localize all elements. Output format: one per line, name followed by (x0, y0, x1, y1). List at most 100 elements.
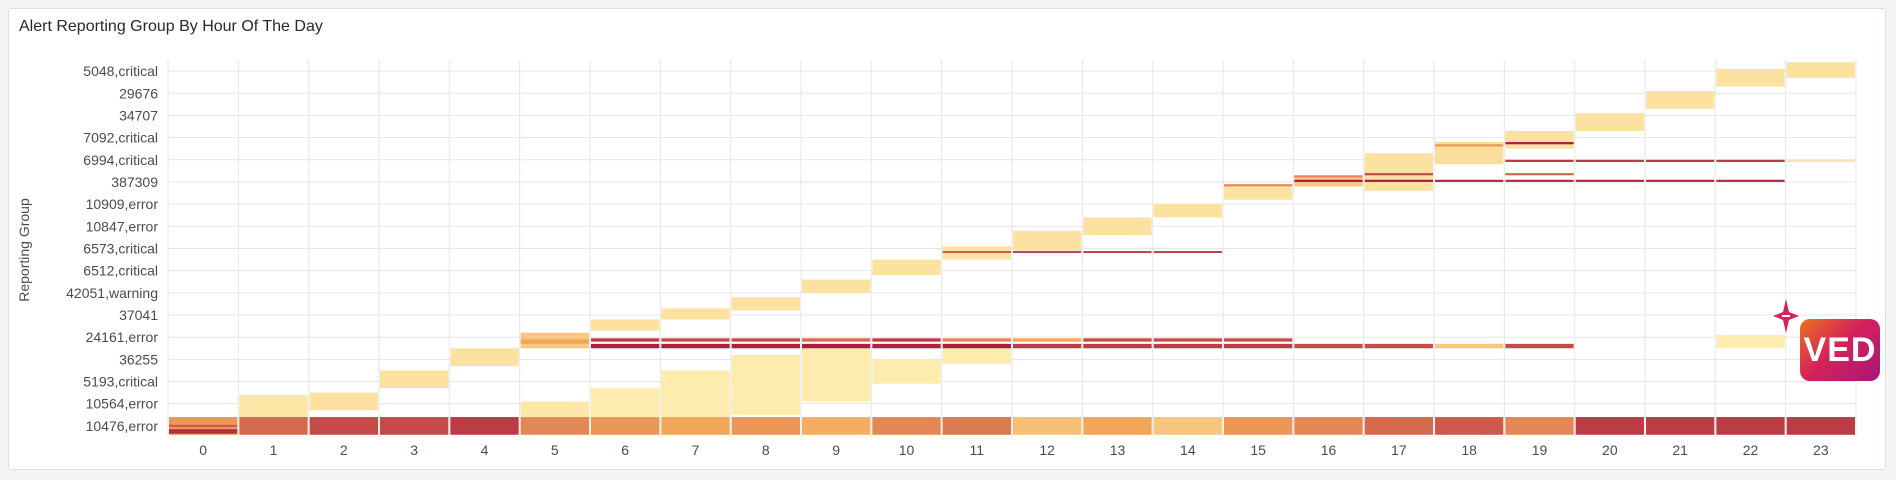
panel-title: Alert Reporting Group By Hour Of The Day (19, 18, 323, 35)
heatmap-cell (802, 343, 871, 349)
x-tick-label: 16 (1321, 442, 1337, 458)
heatmap-cell (1716, 159, 1785, 163)
heatmap-cell (1716, 417, 1785, 435)
heatmap-cell (1224, 343, 1293, 349)
heatmap-cell (872, 359, 941, 384)
heatmap-cell (661, 338, 730, 342)
heatmap-cell (731, 338, 800, 342)
heatmap-cell (942, 417, 1011, 435)
heatmap-cell (1575, 179, 1644, 182)
heatmap-cell (1224, 417, 1293, 435)
x-tick-label: 5 (551, 442, 559, 458)
x-tick-label: 23 (1813, 442, 1829, 458)
heatmap-cell (1435, 343, 1504, 349)
y-tick-label: 37041 (119, 307, 158, 323)
y-tick-label: 10847,error (86, 218, 159, 234)
grid (167, 60, 1857, 437)
heatmap-cells (169, 62, 1855, 435)
heatmap-cell (1153, 251, 1222, 253)
heatmap-cell (169, 429, 238, 434)
heatmap-cell (802, 417, 871, 435)
y-axis-label: Reporting Group (16, 198, 32, 302)
heatmap-cell (1505, 130, 1574, 149)
heatmap-cell (380, 370, 449, 389)
heatmap-cell (1013, 343, 1082, 349)
x-tick-label: 21 (1672, 442, 1688, 458)
x-tick-label: 9 (832, 442, 840, 458)
x-tick-label: 19 (1532, 442, 1548, 458)
heatmap-cell (942, 251, 1011, 253)
heatmap-cell (1153, 338, 1222, 342)
heatmap-cell (661, 417, 730, 435)
heatmap-cell (1364, 179, 1433, 182)
heatmap-cell (1013, 251, 1082, 253)
heatmap-cell (1786, 62, 1855, 78)
heatmap-cell (309, 392, 378, 411)
y-tick-label: 6573,critical (83, 241, 158, 257)
x-tick-label: 13 (1110, 442, 1126, 458)
x-tick-label: 3 (410, 442, 418, 458)
x-tick-label: 10 (899, 442, 915, 458)
heatmap-cell (661, 343, 730, 349)
heatmap-cell (1294, 343, 1363, 349)
heatmap-cell (1224, 184, 1293, 187)
heatmap-cell (1575, 159, 1644, 163)
heatmap-cell (802, 338, 871, 342)
heatmap-cell (1153, 417, 1222, 435)
y-tick-label: 6994,critical (83, 152, 158, 168)
heatmap-cell (591, 343, 660, 349)
heatmap-cell (450, 348, 519, 367)
heatmap-cell (1435, 144, 1504, 147)
y-tick-label: 5193,critical (83, 374, 158, 390)
heatmap-cell (520, 339, 589, 344)
y-axis-ticks: 10476,error 10564,error 5193,critical 36255… (66, 63, 158, 434)
y-tick-label: 42051,warning (66, 285, 158, 301)
x-tick-label: 8 (762, 442, 770, 458)
heatmap-cell (591, 319, 660, 331)
heatmap-cell (1083, 338, 1152, 342)
x-axis-ticks: 0 1 2 3 4 5 6 7 8 9 10 11 12 13 14 15 16 17 18 19 20 21 22 23 (199, 442, 1829, 458)
heatmap-cell (731, 297, 800, 311)
heatmap-cell (1575, 113, 1644, 131)
heatmap-cell (1364, 153, 1433, 191)
heatmap-cell (1083, 217, 1152, 236)
heatmap-cell (942, 338, 1011, 342)
heatmap-cell (1153, 343, 1222, 349)
y-tick-label: 10909,error (86, 196, 159, 212)
x-tick-label: 20 (1602, 442, 1618, 458)
x-tick-label: 22 (1743, 442, 1759, 458)
heatmap-cell (591, 338, 660, 342)
heatmap-cell (872, 338, 941, 342)
heatmap-cell (380, 417, 449, 435)
y-tick-label: 10564,error (86, 396, 159, 412)
heatmap-cell (731, 417, 800, 435)
x-tick-label: 4 (481, 442, 489, 458)
y-tick-label: 36255 (119, 351, 158, 367)
heatmap-cell (1505, 142, 1574, 145)
heatmap-cell (942, 348, 1011, 364)
sparkle-icon (1773, 299, 1799, 333)
heatmap-cell (1646, 417, 1715, 435)
y-tick-label: 6512,critical (83, 263, 158, 279)
y-tick-label: 10476,error (86, 418, 159, 434)
heatmap-cell (802, 348, 871, 402)
heatmap-cell (1786, 159, 1855, 163)
heatmap-cell (802, 279, 871, 293)
heatmap-cell (309, 417, 378, 435)
heatmap-cell (1083, 343, 1152, 349)
y-tick-label: 29676 (119, 85, 158, 101)
heatmap-cell (1716, 68, 1785, 87)
heatmap-cell (1716, 179, 1785, 182)
x-tick-label: 11 (970, 442, 985, 458)
heatmap-cell (450, 417, 519, 435)
heatmap-cell (239, 417, 308, 435)
x-tick-label: 0 (199, 442, 207, 458)
heatmap-cell (1435, 142, 1504, 165)
x-tick-label: 12 (1039, 442, 1055, 458)
heatmap-cell (1505, 173, 1574, 176)
heatmap-cell (1083, 417, 1152, 435)
y-tick-label: 7092,critical (83, 130, 158, 146)
heatmap-cell (1575, 417, 1644, 435)
y-tick-label: 24161,error (86, 329, 159, 345)
